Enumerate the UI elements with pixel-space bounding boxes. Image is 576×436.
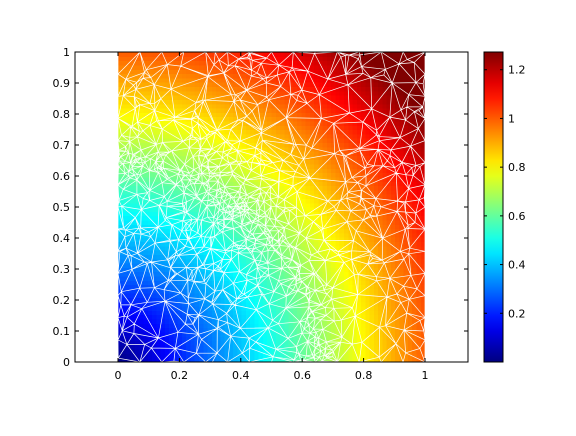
y-tick-label: 0.4	[53, 232, 71, 245]
y-tick-label: 0.7	[53, 139, 71, 152]
y-tick-label: 0.1	[53, 325, 71, 338]
colorbar-tick-label: 0.8	[508, 161, 526, 174]
y-tick-label: 0.5	[53, 201, 71, 214]
y-tick-label: 0.8	[53, 108, 71, 121]
x-tick-label: 0.4	[232, 369, 250, 382]
colorbar: 0.2 0.4 0.6 0.8 1 1.2	[484, 52, 526, 362]
colorbar-tick-label: 0.2	[508, 307, 526, 320]
x-tick-label: 1	[422, 369, 429, 382]
x-tick-label: 0	[114, 369, 121, 382]
y-tick-label: 0.3	[53, 263, 71, 276]
y-tick-label: 0	[63, 356, 70, 369]
colorbar-tick-label: 1.2	[508, 64, 526, 77]
x-tick-label: 0.6	[293, 369, 311, 382]
y-tick-label: 0.2	[53, 294, 71, 307]
y-tick-label: 0.9	[53, 77, 71, 90]
colorbar-tick-label: 1	[508, 112, 515, 125]
colorbar-gradient	[484, 52, 503, 362]
colorbar-tick-label: 0.4	[508, 259, 526, 272]
x-tick-label: 0.2	[171, 369, 189, 382]
x-tick-label: 0.8	[355, 369, 373, 382]
colorbar-tick-label: 0.6	[508, 210, 526, 223]
y-tick-label: 1	[63, 46, 70, 59]
y-tick-label: 0.6	[53, 170, 71, 183]
